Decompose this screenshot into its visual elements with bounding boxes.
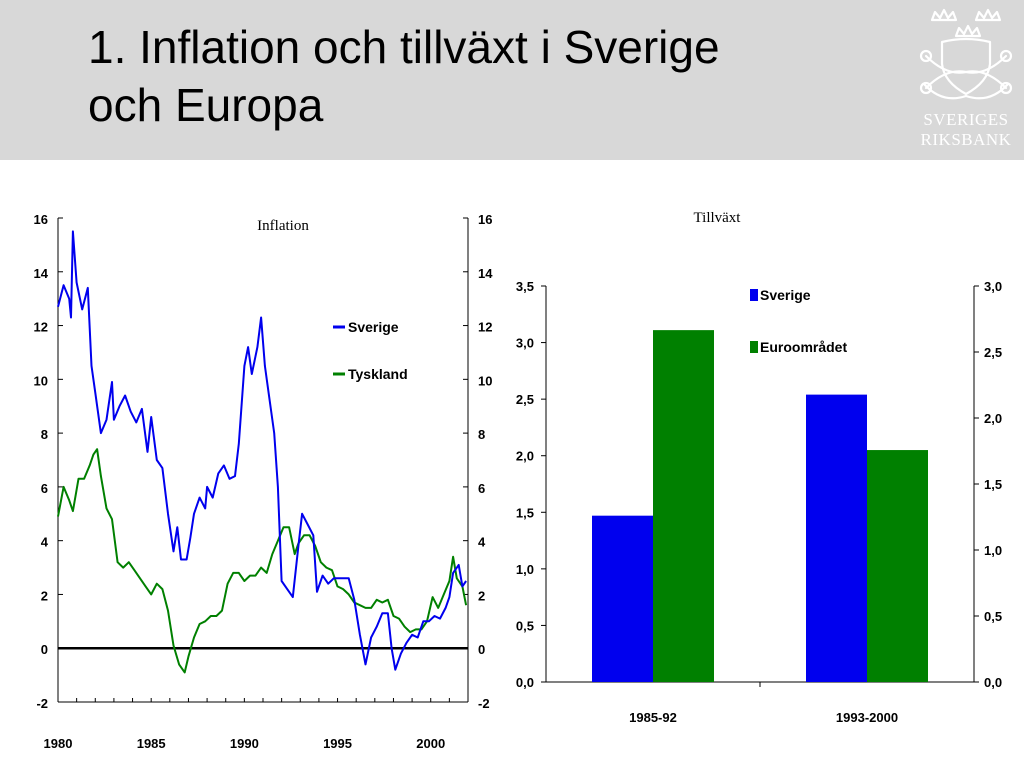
slide-title-line-1: 1. Inflation och tillväxt i Sverige <box>88 21 720 73</box>
logo-text-line-2: RIKSBANK <box>920 130 1012 149</box>
growth-chart: Tillväxt 0,0 0,5 1,0 1,5 2,0 2,5 3,0 3,5 0,0 0,5 1… <box>516 210 1002 725</box>
inflation-ytick-label-left: 8 <box>41 427 48 442</box>
growth-ytick-label-right: 3,0 <box>984 279 1002 294</box>
inflation-lines <box>57 230 468 674</box>
inflation-ytick-label-left: 2 <box>41 588 48 603</box>
inflation-chart-title: Inflation <box>257 218 309 234</box>
inflation-xtick-label: 1995 <box>323 736 352 751</box>
growth-bar-euroomradet-0 <box>653 330 714 682</box>
growth-ytick-label-left: 1,0 <box>516 562 534 577</box>
growth-legend: Sverige Euroområdet <box>750 287 847 355</box>
legend-label-euro-bar: Euroområdet <box>760 339 847 355</box>
growth-ytick-label-right: 2,5 <box>984 345 1002 360</box>
inflation-ytick-label-left: 12 <box>34 320 48 335</box>
growth-ytick-label-left: 3,0 <box>516 336 534 351</box>
inflation-line-tyskland <box>57 448 468 674</box>
growth-bar-sverige-0 <box>592 515 653 682</box>
inflation-ytick-label-right: 14 <box>478 266 493 281</box>
growth-ytick-label-left: 0,0 <box>516 675 534 690</box>
riksbank-logo: SVERIGES RIKSBANK <box>912 6 1020 156</box>
growth-ytick-label-right: 0,5 <box>984 609 1002 624</box>
inflation-chart: Inflation -2 -2 0 0 2 2 4 4 6 6 8 8 10 10 12 12 14 14 16 16… <box>34 212 494 751</box>
growth-ytick-label-left: 2,0 <box>516 449 534 464</box>
inflation-xtick-label: 1990 <box>230 736 259 751</box>
growth-ytick-label-left: 3,5 <box>516 279 534 294</box>
riksbank-emblem-icon <box>919 8 1013 100</box>
slide-title-line-2: och Europa <box>88 79 324 131</box>
inflation-xtick-label: 1980 <box>44 736 73 751</box>
inflation-axes: -2 -2 0 0 2 2 4 4 6 6 8 8 10 10 12 12 14 14 16 16 1980 1985 19… <box>34 212 494 751</box>
inflation-ytick-label-right: -2 <box>478 696 490 711</box>
growth-category-label: 1993-2000 <box>836 710 898 725</box>
inflation-ytick-label-right: 8 <box>478 427 485 442</box>
growth-ytick-label-right: 1,0 <box>984 543 1002 558</box>
inflation-ytick-label-left: 6 <box>41 481 48 496</box>
inflation-ytick-label-left: -2 <box>36 696 48 711</box>
inflation-ytick-label-left: 14 <box>34 266 49 281</box>
inflation-ytick-label-right: 6 <box>478 481 485 496</box>
growth-chart-title: Tillväxt <box>694 210 742 226</box>
inflation-ytick-label-right: 2 <box>478 588 485 603</box>
growth-bars <box>592 330 928 682</box>
growth-ytick-label-left: 1,5 <box>516 505 534 520</box>
growth-ytick-label-right: 2,0 <box>984 411 1002 426</box>
inflation-ytick-label-right: 0 <box>478 642 485 657</box>
legend-label-sverige: Sverige <box>348 319 399 335</box>
slide-title: 1. Inflation och tillväxt i Sverige och … <box>88 18 888 134</box>
legend-label-sverige-bar: Sverige <box>760 287 811 303</box>
inflation-ytick-label-left: 0 <box>41 642 48 657</box>
growth-ytick-label-right: 0,0 <box>984 675 1002 690</box>
growth-ytick-label-right: 1,5 <box>984 477 1002 492</box>
inflation-ytick-label-left: 16 <box>34 212 48 227</box>
inflation-ytick-label-right: 16 <box>478 212 492 227</box>
growth-axes: 0,0 0,5 1,0 1,5 2,0 2,5 3,0 3,5 0,0 0,5 1,0 1,5 2,0 2… <box>516 279 1002 725</box>
logo-text-line-1: SVERIGES <box>923 110 1009 129</box>
inflation-xtick-label: 1985 <box>137 736 166 751</box>
legend-swatch-sverige-bar <box>750 289 758 301</box>
inflation-ytick-label-left: 4 <box>41 535 49 550</box>
inflation-ytick-label-right: 12 <box>478 320 492 335</box>
legend-label-tyskland: Tyskland <box>348 366 408 382</box>
inflation-line-sverige <box>57 230 467 671</box>
header-bar: 1. Inflation och tillväxt i Sverige och … <box>0 0 1024 160</box>
growth-category-label: 1985-92 <box>629 710 677 725</box>
inflation-ytick-label-right: 10 <box>478 373 492 388</box>
inflation-legend: Sverige Tyskland <box>333 319 408 382</box>
growth-bar-sverige-1 <box>806 394 867 682</box>
growth-bar-euroomradet-1 <box>867 450 928 682</box>
inflation-ytick-label-right: 4 <box>478 535 486 550</box>
inflation-xtick-label: 2000 <box>416 736 445 751</box>
legend-swatch-euro-bar <box>750 341 758 353</box>
inflation-ytick-label-left: 10 <box>34 373 48 388</box>
growth-ytick-label-left: 0,5 <box>516 618 534 633</box>
growth-ytick-label-left: 2,5 <box>516 392 534 407</box>
